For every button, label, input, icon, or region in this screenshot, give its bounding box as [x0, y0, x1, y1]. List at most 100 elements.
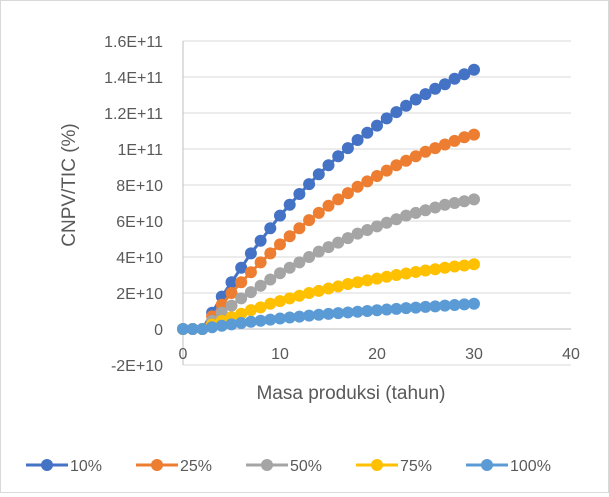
- data-point: [264, 247, 277, 260]
- legend-label: 100%: [510, 458, 551, 475]
- data-point: [448, 72, 461, 85]
- legend-marker: [261, 459, 273, 471]
- data-point: [225, 299, 238, 312]
- data-point: [254, 234, 267, 247]
- data-point: [438, 138, 451, 151]
- data-point: [409, 93, 422, 106]
- data-point: [409, 265, 422, 278]
- data-point: [371, 170, 383, 182]
- y-tick-label: 6E+10: [116, 214, 163, 231]
- data-point: [371, 304, 383, 317]
- data-point: [438, 299, 451, 312]
- data-point: [468, 193, 480, 206]
- data-point: [351, 227, 364, 240]
- legend-label: 25%: [180, 458, 212, 475]
- data-point: [293, 256, 306, 269]
- series-100pct: [177, 297, 480, 335]
- data-point: [400, 209, 413, 222]
- data-point: [332, 280, 345, 293]
- data-point: [322, 282, 335, 295]
- data-point: [390, 302, 403, 315]
- data-point: [264, 297, 277, 310]
- data-point: [429, 142, 442, 155]
- data-point: [448, 299, 461, 312]
- data-point: [264, 222, 277, 235]
- data-point: [235, 276, 248, 289]
- data-point: [283, 311, 296, 324]
- x-tick-labels: 0 10 20 30 40: [179, 346, 580, 363]
- data-point: [341, 232, 354, 245]
- data-point: [264, 273, 277, 286]
- legend-label: 50%: [290, 458, 322, 475]
- data-point: [274, 267, 286, 280]
- data-point: [380, 164, 393, 177]
- data-point: [419, 264, 432, 277]
- data-point: [468, 63, 480, 76]
- data-point: [235, 261, 248, 274]
- data-point: [438, 198, 451, 211]
- data-point: [177, 323, 189, 335]
- y-tick-label: 4E+10: [116, 250, 163, 267]
- legend-marker: [151, 459, 163, 471]
- data-point: [254, 301, 267, 314]
- y-tick-label: -2E+10: [111, 358, 163, 375]
- data-point: [254, 314, 267, 327]
- data-point: [448, 260, 461, 273]
- y-tick-label: 1.4E+11: [104, 70, 163, 87]
- x-tick-label: 30: [465, 346, 483, 363]
- y-tick-label: 2E+10: [116, 286, 163, 303]
- data-point: [312, 284, 325, 297]
- data-point: [303, 309, 316, 322]
- data-point: [312, 168, 325, 181]
- data-point: [332, 193, 345, 206]
- data-point: [409, 301, 422, 314]
- data-point: [361, 305, 374, 317]
- data-point: [351, 134, 364, 146]
- data-point: [458, 195, 471, 208]
- data-point: [400, 267, 413, 280]
- data-point: [332, 236, 345, 249]
- x-axis-title: Masa produksi (tahun): [256, 383, 445, 404]
- legend-marker: [371, 459, 383, 471]
- data-point: [244, 286, 257, 299]
- data-point: [390, 269, 403, 281]
- data-point: [351, 180, 364, 193]
- legend-marker: [481, 459, 493, 471]
- series-layer: [177, 63, 480, 335]
- data-point: [351, 305, 364, 318]
- y-tick-labels: -2E+10 0 2E+10 4E+10 6E+10 8E+10 1E+11 1.2E+11 1…: [104, 34, 163, 375]
- data-point: [283, 261, 296, 274]
- data-point: [380, 216, 393, 229]
- data-point: [303, 251, 316, 263]
- data-point: [371, 220, 383, 233]
- data-point: [361, 175, 374, 188]
- y-tick-label: 8E+10: [116, 178, 163, 195]
- data-point: [264, 313, 277, 326]
- data-point: [419, 145, 432, 158]
- legend: 10% 25% 50% 75% 100%: [26, 458, 551, 475]
- data-point: [429, 82, 442, 95]
- data-point: [400, 154, 413, 167]
- data-point: [458, 68, 471, 81]
- x-tick-label: 0: [179, 346, 188, 363]
- data-point: [196, 323, 209, 335]
- data-point: [312, 206, 325, 219]
- data-point: [448, 197, 461, 209]
- data-point: [341, 306, 354, 319]
- data-point: [341, 187, 354, 200]
- data-point: [254, 256, 267, 269]
- data-point: [322, 159, 335, 172]
- data-point: [458, 131, 471, 144]
- data-point: [390, 106, 403, 119]
- legend-label: 10%: [70, 458, 102, 475]
- legend-item: 50%: [246, 458, 322, 475]
- data-point: [293, 310, 306, 323]
- data-point: [244, 247, 257, 260]
- data-point: [332, 150, 345, 163]
- data-point: [244, 304, 257, 317]
- data-point: [312, 245, 325, 258]
- data-point: [274, 209, 286, 222]
- data-point: [244, 315, 257, 328]
- data-point: [341, 142, 354, 155]
